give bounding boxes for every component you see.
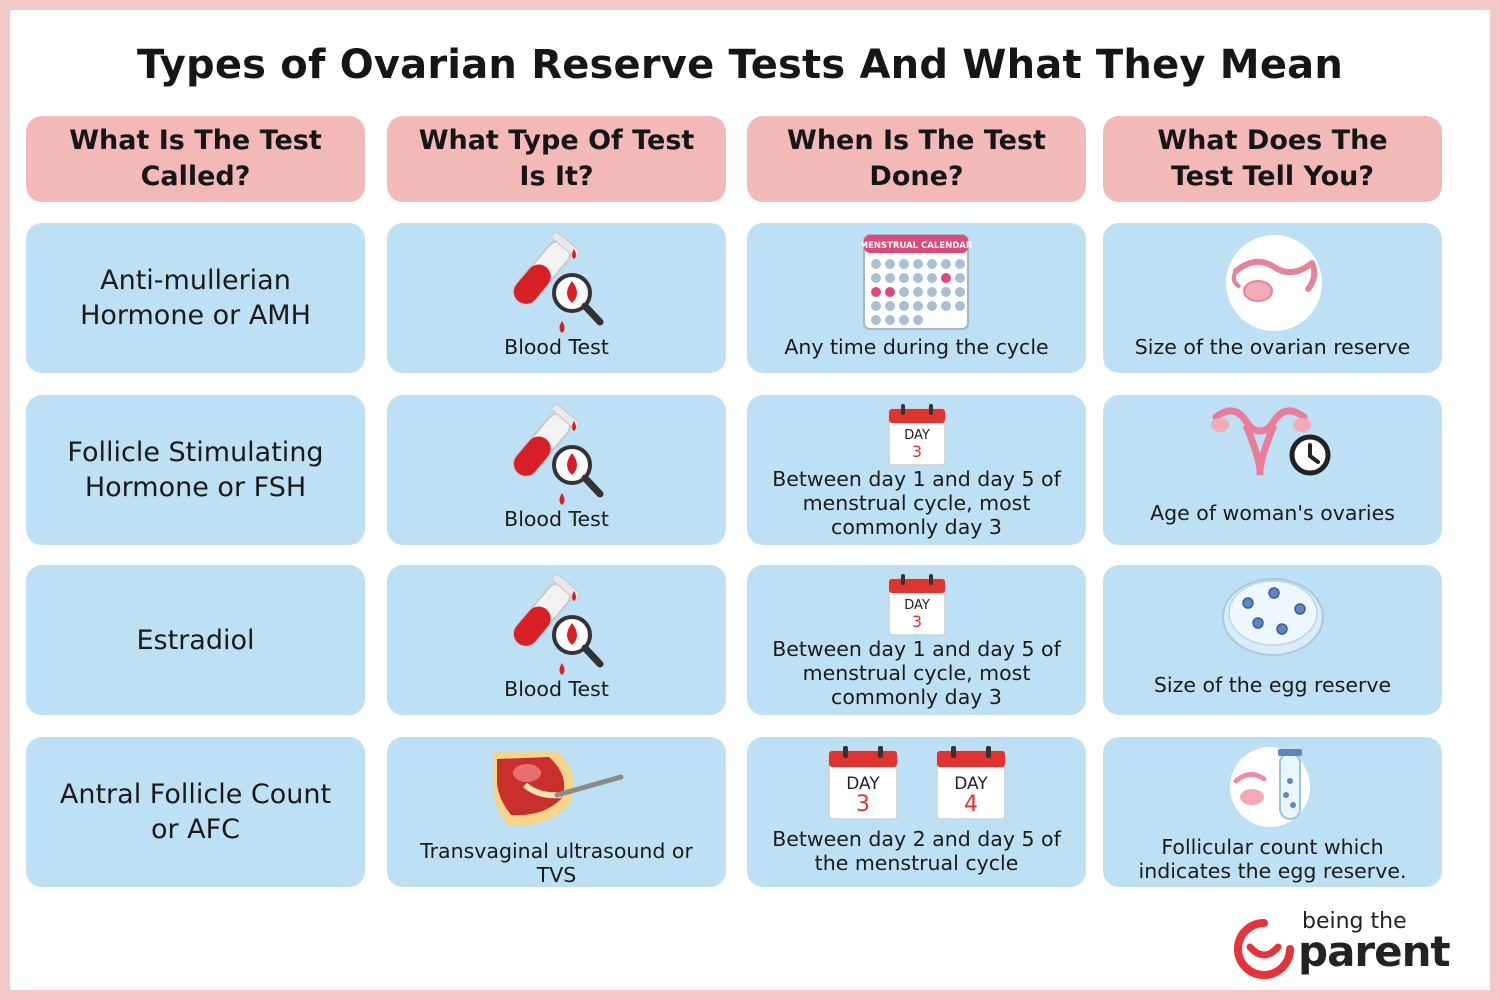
test-meaning-label: Size of the egg reserve [1153, 673, 1392, 697]
test-meaning-estradiol: Size of the egg reserve [1103, 565, 1442, 715]
test-timing-fsh: DAY 3 Between day 1 and day 5 of menstru… [747, 395, 1086, 545]
blood-test-icon [512, 403, 603, 505]
calendar-day-icon: DAY 3 [887, 404, 946, 466]
blood-test-icon [512, 573, 603, 675]
test-name-estradiol: Estradiol [26, 565, 365, 715]
header-test-timing: When Is The Test Done? [747, 116, 1086, 202]
test-meaning-afc: Follicular count which indicates the egg… [1103, 737, 1442, 887]
ovary-test-tube-icon [1229, 747, 1310, 827]
test-type-fsh: Blood Test [387, 395, 726, 545]
test-timing-label: Any time during the cycle [784, 335, 1049, 359]
test-timing-label: Between day 1 and day 5 of menstrual cyc… [772, 637, 1061, 709]
calendar-pair: DAY 3 DAY 4 [827, 745, 1007, 821]
ultrasound-icon [492, 751, 623, 826]
menstrual-calendar-icon: MENSTRUAL CALENDAR [862, 234, 972, 330]
test-type-amh: Blood Test [387, 223, 726, 373]
test-type-label: Blood Test [504, 335, 609, 359]
test-type-label: Transvaginal ultrasound or TVS [420, 839, 693, 887]
test-name-fsh: Follicle Stimulating Hormone or FSH [26, 395, 365, 545]
test-meaning-label: Age of woman's ovaries [1150, 501, 1395, 525]
calendar-day-icon: DAY 3 [887, 574, 946, 636]
test-timing-afc: DAY 3 DAY 4 Between day 2 and day 5 of t… [747, 737, 1086, 887]
header-test-meaning: What Does The Test Tell You? [1103, 116, 1442, 202]
day-number: 3 [856, 792, 870, 817]
smile-logo-icon [1234, 919, 1294, 979]
logo-line-1: being the [1302, 909, 1407, 934]
test-meaning-fsh: Age of woman's ovaries [1103, 395, 1442, 545]
test-meaning-label: Size of the ovarian reserve [1134, 335, 1411, 359]
header-test-type: What Type Of Test Is It? [387, 116, 726, 202]
logo-line-2: parent [1298, 927, 1451, 976]
test-meaning-label: Follicular count which indicates the egg… [1138, 835, 1407, 883]
test-timing-amh: MENSTRUAL CALENDAR Any time during the c… [747, 223, 1086, 373]
petri-dish-eggs-icon [1221, 578, 1324, 656]
page-title: Types of Ovarian Reserve Tests And What … [136, 42, 1344, 88]
day-label: DAY [904, 428, 930, 443]
test-timing-label: Between day 1 and day 5 of menstrual cyc… [772, 467, 1061, 539]
test-timing-estradiol: DAY 3 Between day 1 and day 5 of menstru… [747, 565, 1086, 715]
test-type-label: Blood Test [504, 677, 609, 701]
header-test-name: What Is The Test Called? [26, 116, 365, 202]
test-type-afc: Transvaginal ultrasound or TVS [387, 737, 726, 887]
test-type-label: Blood Test [504, 507, 609, 531]
day-number: 4 [964, 792, 978, 817]
test-name-afc: Antral Follicle Count or AFC [26, 737, 365, 887]
test-type-estradiol: Blood Test [387, 565, 726, 715]
calendar-day-icon: DAY 3 [827, 746, 898, 820]
day-label: DAY [846, 774, 880, 794]
blood-test-icon [512, 231, 603, 333]
test-meaning-amh: Size of the ovarian reserve [1103, 223, 1442, 373]
test-name-amh: Anti-mullerian Hormone or AMH [26, 223, 365, 373]
day-label: DAY [954, 774, 988, 794]
ovary-icon [1225, 235, 1322, 331]
calendar-label: MENSTRUAL CALENDAR [862, 241, 972, 251]
day-label: DAY [904, 598, 930, 613]
calendar-day-icon: DAY 4 [935, 746, 1006, 820]
uterus-clock-icon [1210, 407, 1330, 476]
test-timing-label: Between day 2 and day 5 of the menstrual… [772, 827, 1061, 875]
being-the-parent-logo: being the parent [1232, 905, 1452, 985]
day-number: 3 [911, 612, 921, 631]
day-number: 3 [911, 442, 921, 461]
